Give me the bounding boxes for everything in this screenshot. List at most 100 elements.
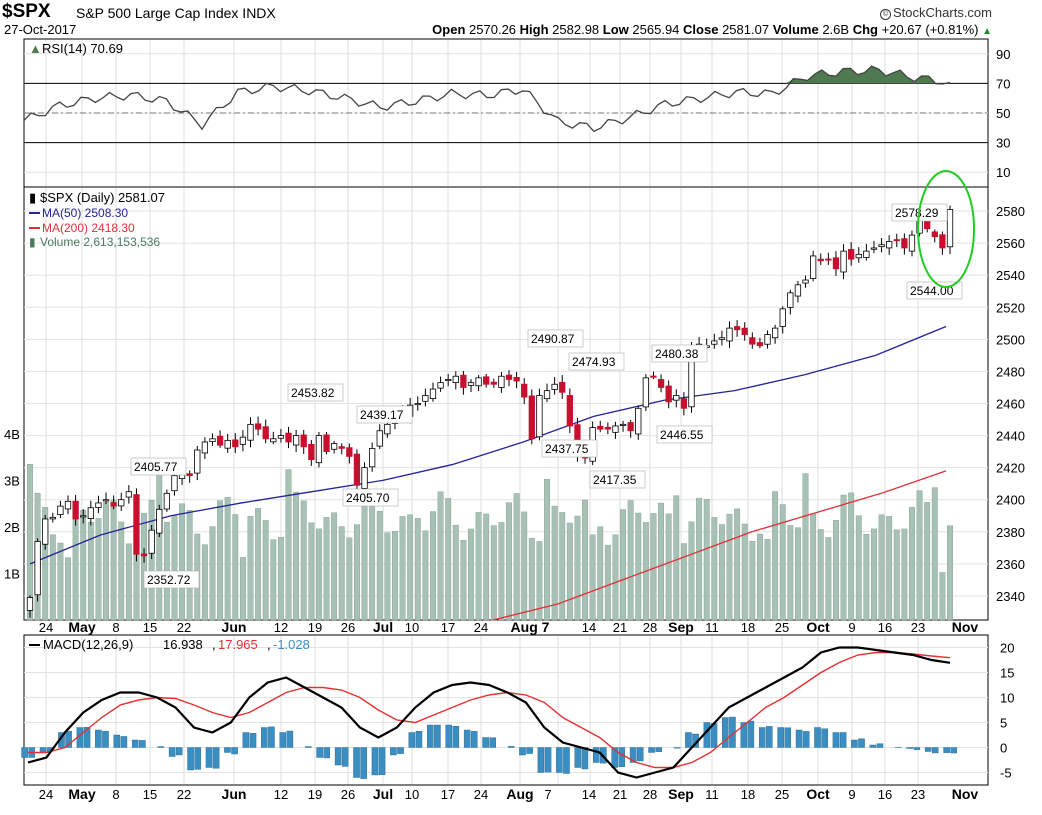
candle-legend-icon: ▮	[29, 190, 36, 205]
volume-bar	[513, 493, 520, 621]
macd-histogram-bar	[471, 731, 478, 748]
macd-histogram-bar	[286, 730, 294, 748]
candle-body	[825, 258, 832, 261]
candle-body	[201, 441, 209, 454]
chart-header: $SPX S&P 500 Large Cap Index INDX 27-Oct…	[0, 0, 1042, 40]
annotation-label: 2453.82	[291, 386, 335, 400]
volume-bar	[209, 526, 216, 621]
candle-body	[437, 382, 444, 389]
stockcharts-logo[interactable]: © StockCharts.com	[880, 5, 992, 20]
volume-bar	[901, 528, 908, 621]
macd-legend-label: MACD(12,26,9)	[43, 637, 133, 652]
volume-bar	[95, 518, 102, 621]
annotation-label: 2417.35	[593, 473, 637, 487]
macd-histogram-bar	[526, 747, 533, 754]
candle-body	[802, 279, 809, 284]
price-x-tick-label: 18	[741, 620, 755, 635]
annotation-box	[143, 570, 200, 589]
macd-histogram-bar	[943, 747, 950, 753]
macd-histogram-bar	[360, 747, 367, 779]
volume-bar	[741, 523, 748, 621]
candle-body	[102, 499, 110, 502]
macd-histogram-bar	[261, 727, 268, 748]
volume-bar	[285, 469, 292, 621]
candle-body	[361, 467, 368, 489]
price-tick-label: 2580	[996, 204, 1025, 219]
volume-bar	[772, 491, 779, 621]
ma200-line	[492, 470, 947, 621]
chart-date: 27-Oct-2017	[4, 22, 77, 37]
rsi-line	[23, 65, 951, 133]
price-x-tick-label: Nov	[952, 619, 979, 635]
macd-tick-label: 20	[1000, 641, 1014, 656]
volume-bar	[871, 528, 877, 621]
macd-histogram-bar	[858, 738, 865, 748]
macd-histogram-bar	[434, 724, 441, 748]
volume-bar	[49, 534, 56, 621]
volume-bar	[490, 525, 497, 621]
volume-bar	[384, 532, 391, 621]
candle-body	[118, 499, 125, 507]
volume-bar	[65, 557, 71, 621]
volume-bar	[878, 514, 885, 621]
macd-histogram-bar	[777, 727, 784, 748]
volume-bars	[27, 463, 953, 621]
volume-bar	[863, 534, 870, 621]
candle-body	[756, 342, 764, 347]
rsi-overbought-fill	[24, 66, 950, 84]
annotation-box	[130, 457, 187, 476]
candle-body	[559, 381, 566, 393]
macd-histogram-bar	[618, 747, 626, 767]
volume-bar	[262, 520, 269, 621]
candle-body	[110, 502, 117, 507]
candle-body	[216, 435, 224, 446]
candle-body	[445, 379, 452, 382]
volume-bar	[255, 508, 262, 621]
candle-body	[186, 473, 193, 477]
volume-bar	[239, 557, 246, 621]
volume-bar	[483, 513, 490, 621]
volume-bar	[57, 542, 64, 621]
candle-body	[80, 515, 87, 518]
price-legend-label: $SPX (Daily) 2581.07	[40, 190, 165, 205]
candle-body	[133, 494, 140, 555]
candle-body	[475, 377, 482, 387]
price-tick-label: 2560	[996, 236, 1025, 251]
volume-bar	[802, 473, 809, 621]
volume-bar	[764, 539, 771, 621]
volume-bar	[665, 513, 672, 621]
macd-histogram-bar	[83, 727, 91, 748]
price-tick-label: 2400	[996, 493, 1025, 508]
rsi-legend: ▲ RSI(14) 70.69	[29, 41, 123, 56]
candle-body	[125, 491, 132, 498]
ma50-line	[29, 325, 947, 565]
macd-histogram-bar	[839, 732, 847, 748]
volume-tick-label: 4B	[4, 427, 20, 442]
volume-bar	[597, 526, 604, 621]
candle-body	[726, 327, 733, 342]
volume-tick-label: 1B	[4, 566, 20, 581]
volume-tick-label: 2B	[4, 520, 20, 535]
volume-bar	[232, 514, 239, 621]
macd-histogram-bar	[194, 747, 201, 770]
macd-x-tick-label: 11	[705, 787, 719, 802]
annotation-label: 2578.29	[895, 206, 939, 220]
candle-body	[771, 327, 779, 339]
volume-bar	[817, 529, 824, 621]
macd-histogram-bar	[629, 747, 637, 763]
volume-bar	[354, 524, 360, 621]
macd-histogram-bar	[950, 747, 957, 754]
candle-body	[680, 398, 688, 409]
candle-body	[292, 435, 300, 446]
volume-bar	[635, 512, 642, 621]
macd-histogram-bar	[139, 740, 146, 748]
candle-body	[26, 597, 34, 611]
volume-bar	[559, 512, 566, 621]
volume-bar	[825, 537, 832, 621]
macd-hist-value: -1.028	[273, 637, 310, 652]
macd-x-tick-label: 24	[474, 787, 488, 802]
rsi-series	[23, 65, 951, 133]
candle-body	[330, 443, 338, 450]
price-x-tick-label: 26	[341, 620, 355, 635]
macd-histogram-bar	[795, 729, 803, 748]
